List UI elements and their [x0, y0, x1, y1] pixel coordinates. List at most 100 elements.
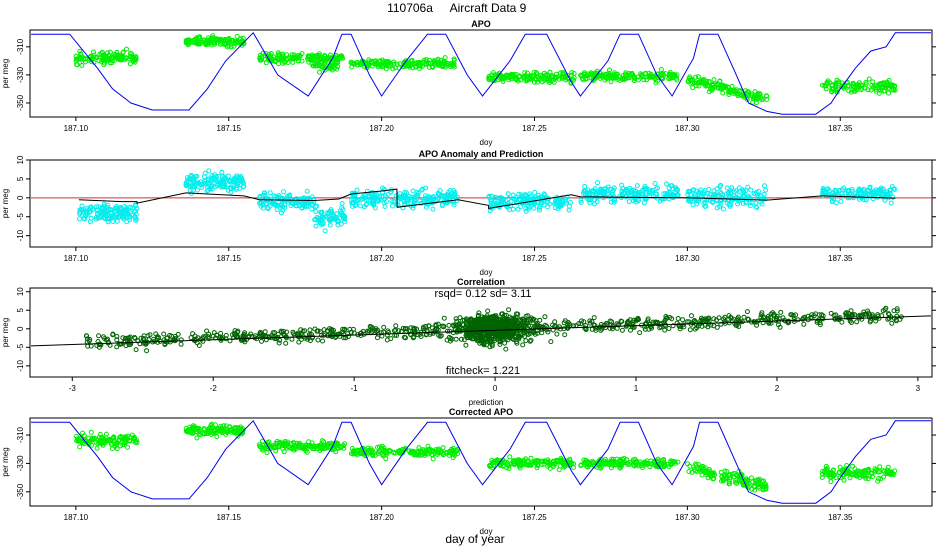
data-point: [303, 201, 308, 207]
x-tick-label: 187.35: [828, 124, 853, 133]
data-point: [850, 84, 856, 90]
data-point: [727, 479, 732, 485]
data-point: [370, 449, 376, 455]
data-point: [695, 74, 701, 80]
data-point: [645, 316, 651, 322]
data-point: [525, 332, 531, 337]
data-point: [673, 185, 679, 191]
data-point: [667, 71, 673, 77]
data-point: [231, 43, 237, 49]
data-point: [354, 187, 360, 193]
x-axis-label: doy: [480, 138, 493, 147]
data-point: [519, 332, 525, 338]
data-point: [114, 442, 120, 448]
data-point: [735, 201, 741, 207]
y-tick-label: 10: [16, 155, 25, 164]
data-point: [462, 317, 467, 323]
data-point: [234, 173, 240, 179]
data-point: [569, 70, 575, 75]
data-point: [532, 459, 538, 465]
data-point: [263, 51, 269, 57]
data-point: [743, 476, 749, 482]
data-point: [820, 189, 826, 195]
data-point: [604, 74, 610, 80]
data-point: [861, 311, 867, 317]
data-point: [484, 335, 490, 341]
data-point: [84, 333, 90, 339]
data-point: [382, 187, 387, 193]
data-point: [282, 202, 288, 208]
data-point: [557, 326, 563, 332]
data-point: [110, 331, 116, 337]
data-point: [562, 463, 568, 469]
data-point: [264, 450, 270, 456]
data-point: [125, 444, 131, 450]
data-point: [117, 437, 123, 443]
data-point: [327, 52, 333, 58]
altitude-line: [31, 31, 931, 115]
data-point: [696, 79, 702, 85]
data-point: [644, 77, 650, 83]
data-point: [650, 321, 656, 327]
data-point: [731, 316, 737, 322]
data-point: [411, 452, 417, 458]
data-point: [435, 446, 441, 452]
data-point: [510, 192, 516, 198]
data-point: [107, 207, 113, 213]
data-point: [890, 194, 896, 200]
data-point: [553, 200, 559, 206]
data-point: [308, 444, 314, 450]
data-point: [439, 323, 445, 329]
data-point: [111, 434, 117, 440]
data-point: [118, 341, 124, 347]
data-point: [887, 187, 893, 193]
data-point: [744, 309, 750, 315]
data-point: [507, 454, 513, 460]
data-point: [418, 329, 424, 335]
data-point: [673, 187, 679, 193]
data-point: [516, 74, 522, 80]
data-point: [624, 320, 630, 325]
data-point: [635, 198, 641, 204]
data-point: [299, 200, 305, 206]
data-point: [633, 318, 639, 324]
data-point: [587, 318, 593, 324]
x-tick-label: 187.15: [217, 513, 242, 522]
data-point: [88, 215, 94, 221]
data-point: [824, 79, 830, 85]
data-point: [706, 79, 712, 85]
data-point: [594, 199, 600, 205]
data-point: [786, 319, 792, 325]
data-point: [736, 318, 742, 324]
data-point: [284, 329, 289, 335]
data-point: [523, 208, 529, 214]
data-point: [584, 76, 590, 81]
data-point: [356, 197, 362, 203]
data-point: [120, 335, 126, 341]
data-point: [114, 337, 120, 343]
data-point: [412, 326, 418, 332]
data-point: [315, 337, 321, 343]
x-tick-label: 187.15: [217, 254, 242, 263]
data-point: [119, 56, 124, 62]
data-point: [131, 55, 137, 61]
data-point: [695, 192, 701, 198]
data-point: [735, 90, 741, 96]
data-point: [763, 187, 769, 193]
data-point: [537, 204, 543, 210]
data-point: [458, 336, 464, 342]
data-point: [327, 222, 333, 228]
data-point: [726, 189, 732, 195]
data-point: [721, 316, 727, 322]
x-tick-label: 187.15: [217, 124, 242, 133]
data-point: [314, 203, 320, 209]
data-point: [206, 331, 212, 337]
data-point: [379, 451, 385, 457]
x-tick-label: 187.30: [675, 254, 700, 263]
data-point: [868, 87, 874, 93]
data-point: [503, 324, 508, 330]
data-point: [556, 467, 562, 473]
data-point: [727, 203, 733, 209]
data-point: [615, 322, 621, 328]
